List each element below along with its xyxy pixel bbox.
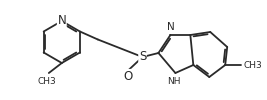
Text: CH3: CH3 xyxy=(37,77,56,86)
Text: N: N xyxy=(57,14,66,28)
Text: N: N xyxy=(167,22,174,32)
Text: NH: NH xyxy=(167,77,180,86)
Text: S: S xyxy=(139,50,146,64)
Text: O: O xyxy=(123,70,132,82)
Text: CH3: CH3 xyxy=(243,60,262,70)
